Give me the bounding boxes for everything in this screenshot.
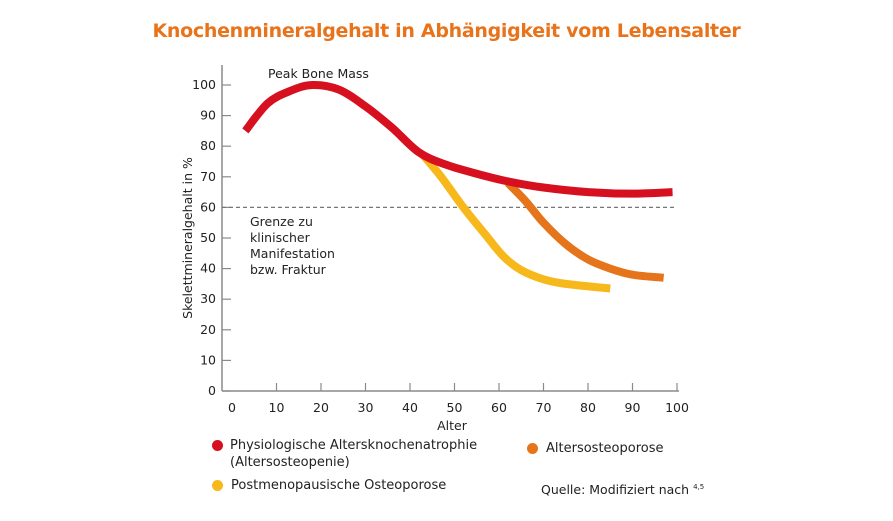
legend-marker-orange — [527, 443, 538, 454]
x-axis-label: Alter — [437, 418, 468, 433]
threshold-label-line-2: klinischer — [250, 230, 311, 245]
y-tick-label: 50 — [200, 230, 216, 245]
y-tick-label: 70 — [200, 169, 216, 184]
y-tick-label: 10 — [200, 352, 216, 367]
threshold-label-line-3: Manifestation — [250, 246, 335, 261]
x-tick-label: 90 — [625, 400, 641, 415]
axes: 0 10 20 30 40 50 60 70 80 90 100 0 10 20 30 40 50 60 70 80 9… — [192, 65, 689, 415]
source-superscript: 4,5 — [693, 483, 705, 491]
y-tick-label: 40 — [200, 261, 216, 276]
y-tick-label: 20 — [200, 322, 216, 337]
x-tick-label: 0 — [228, 400, 236, 415]
series-line-0 — [242, 80, 673, 198]
y-axis-label: Skelettmineralgehalt in % — [180, 157, 195, 319]
legend-label: Physiologische Altersknochenatrophie — [230, 438, 478, 453]
legend-item-physiologische: Physiologische Altersknochenatrophie (Al… — [230, 437, 477, 471]
x-tick-label: 100 — [665, 400, 689, 415]
source-note: Quelle: Modifiziert nach 4,5 — [541, 479, 704, 498]
series-line-2 — [505, 180, 665, 282]
y-tick-label: 100 — [192, 77, 216, 92]
y-tick-label: 90 — [200, 108, 216, 123]
legend-marker-red — [212, 440, 223, 451]
x-tick-label: 40 — [402, 400, 418, 415]
y-tick-label: 0 — [208, 383, 216, 398]
x-tick-label: 60 — [491, 400, 507, 415]
x-tick-label: 80 — [580, 400, 596, 415]
x-tick-label: 70 — [536, 400, 552, 415]
source-text: Quelle: Modifiziert nach — [541, 482, 690, 498]
y-tick-label: 80 — [200, 138, 216, 153]
x-tick-label: 10 — [269, 400, 285, 415]
x-tick-label: 30 — [358, 400, 374, 415]
x-tick-label: 50 — [447, 400, 463, 415]
y-tick-label: 30 — [200, 291, 216, 306]
legend-item-altersosteoporose: Altersosteoporose — [546, 441, 664, 456]
y-tick-label: 60 — [200, 199, 216, 214]
peak-bone-mass-annotation: Peak Bone Mass — [268, 66, 369, 81]
threshold-label-line-1: Grenze zu — [250, 214, 313, 229]
chart-title: Knochenmineralgehalt in Abhängigkeit vom… — [152, 20, 741, 42]
legend-marker-yellow — [212, 480, 223, 491]
legend-item-postmenopausisch: Postmenopausische Osteoporose — [231, 478, 447, 493]
legend-label-line2: (Altersosteopenie) — [230, 455, 350, 470]
series-line-1 — [420, 152, 611, 293]
x-tick-label: 20 — [313, 400, 329, 415]
curves — [242, 80, 673, 293]
threshold-label-line-4: bzw. Fraktur — [250, 262, 327, 277]
